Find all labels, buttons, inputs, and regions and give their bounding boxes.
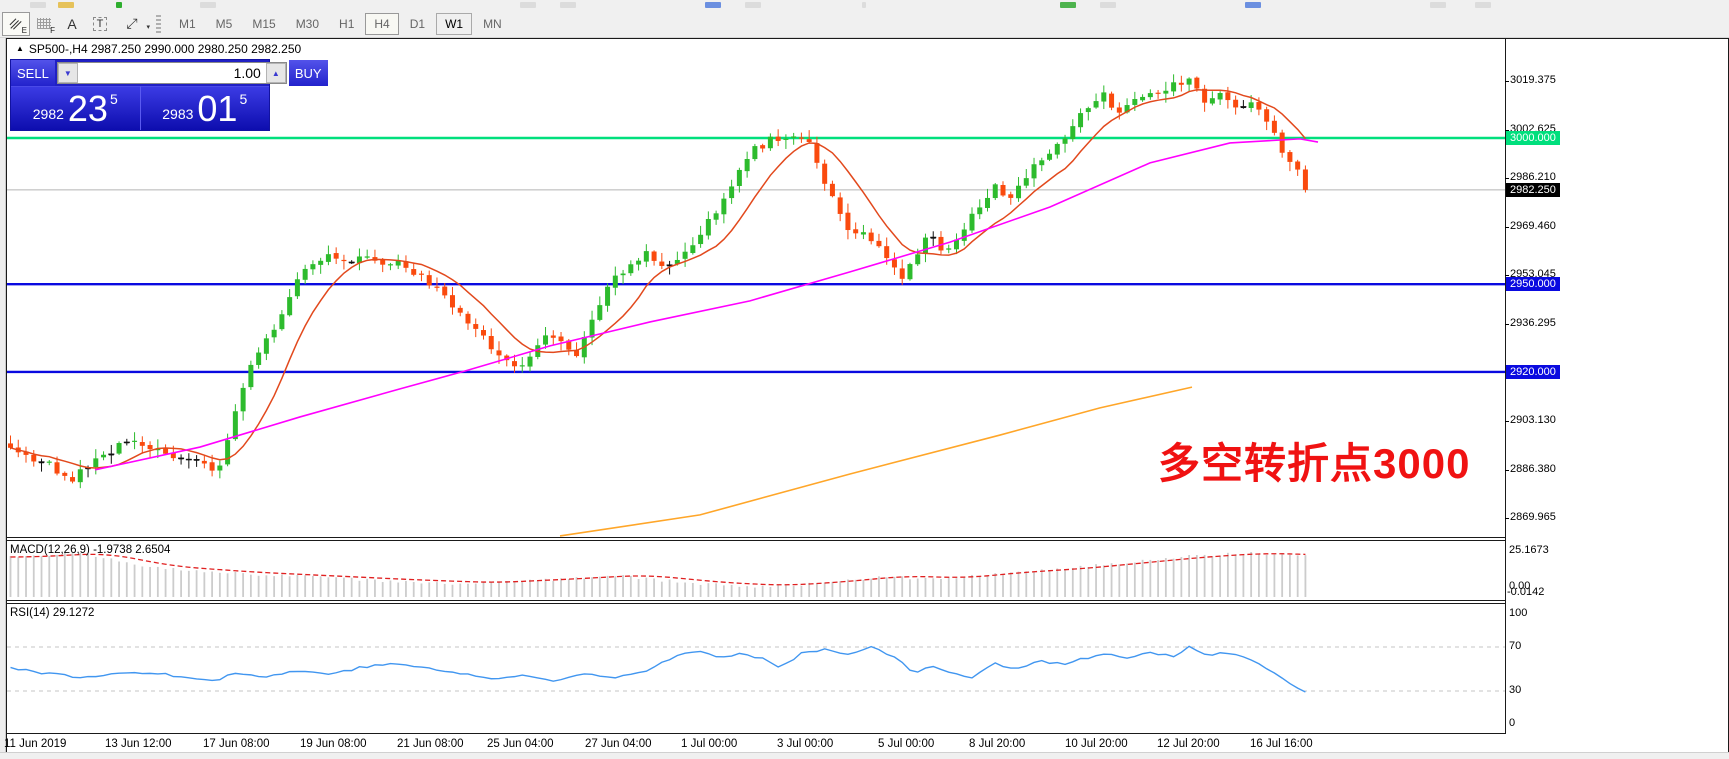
hatch-lines-icon	[9, 17, 22, 30]
price-axis-border	[1505, 38, 1506, 734]
chart-annotation: 多空转折点3000	[1158, 440, 1471, 487]
chart-header-text: SP500-,H4 2987.250 2990.000 2980.250 298…	[28, 42, 302, 56]
timeframe-m15[interactable]: M15	[243, 13, 284, 35]
time-axis-label: 3 Jul 00:00	[777, 738, 834, 750]
time-axis-label: 11 Jun 2019	[4, 738, 67, 750]
toolbar-grip	[156, 14, 161, 33]
sell-button[interactable]: SELL	[11, 60, 55, 86]
timeframe-m1[interactable]: M1	[170, 13, 205, 35]
time-axis-label: 12 Jul 20:00	[1157, 738, 1220, 750]
toolbar-fragment	[116, 2, 122, 8]
timeframe-m5[interactable]: M5	[207, 13, 242, 35]
timeframe-d1[interactable]: D1	[401, 13, 434, 35]
sell-price-panel[interactable]: 2982 23 5	[11, 86, 141, 130]
toolbar-fragment	[1060, 2, 1076, 8]
toolbar-fragment	[58, 2, 74, 8]
macd-indicator-label: MACD(12,26,9) -1.9738 2.6504	[10, 544, 171, 556]
timeframe-group: M1 M5 M15 M30 H1 H4 D1 W1 MN	[169, 12, 512, 35]
buy-button[interactable]: BUY	[288, 60, 328, 86]
time-axis-label: 21 Jun 08:00	[397, 738, 464, 750]
letter-t-boxed-icon: T	[92, 16, 108, 31]
status-strip	[0, 752, 1729, 759]
letter-a-icon: A	[67, 15, 77, 32]
toolbar-fragment	[1100, 2, 1116, 8]
text-box-button[interactable]: T	[86, 12, 114, 36]
one-click-trading-widget: SELL ▼ ▲ BUY 2982 23 5 2983 01 5	[10, 59, 328, 131]
style-sub-label: E	[21, 25, 27, 35]
time-axis-label: 17 Jun 08:00	[203, 738, 270, 750]
volume-down-button[interactable]: ▼	[57, 63, 78, 83]
toolbar-fragment	[705, 2, 721, 8]
time-axis-label: 8 Jul 20:00	[969, 738, 1026, 750]
time-axis-label: 16 Jul 16:00	[1250, 738, 1313, 750]
time-axis-label: 1 Jul 00:00	[681, 738, 738, 750]
toolbar-fragment	[1245, 2, 1261, 8]
volume-input[interactable]	[77, 63, 266, 83]
timeframe-h4[interactable]: H4	[365, 12, 399, 35]
volume-spinner: ▼ ▲	[56, 62, 287, 84]
chart-style-button[interactable]: E	[2, 11, 30, 36]
toolbar-fragment	[1430, 2, 1446, 8]
grid-button[interactable]: F	[30, 12, 58, 36]
text-label-button[interactable]: A	[58, 12, 86, 36]
time-axis: 11 Jun 2019 13 Jun 12:00 17 Jun 08:00 19 Ju…	[0, 734, 1729, 752]
toolbar-fragment	[560, 2, 576, 8]
timeframe-m30[interactable]: M30	[287, 13, 328, 35]
time-axis-label: 5 Jul 00:00	[878, 738, 935, 750]
time-axis-label: 13 Jun 12:00	[105, 738, 172, 750]
toolbar-fragment	[862, 2, 866, 8]
time-axis-label: 19 Jun 08:00	[300, 738, 367, 750]
time-axis-label: 27 Jun 04:00	[585, 738, 652, 750]
toolbar-fragment	[1475, 2, 1491, 8]
timeframe-h1[interactable]: H1	[330, 13, 363, 35]
diagonal-arrows-icon: ⤢	[126, 15, 138, 31]
dropdown-caret-icon: ▾	[146, 23, 150, 31]
sell-price-small: 2982	[32, 106, 64, 122]
timeframe-mn[interactable]: MN	[474, 13, 511, 35]
sell-price-sup: 5	[109, 91, 118, 107]
toolbar-fragment	[520, 2, 536, 8]
buy-price-small: 2983	[162, 106, 194, 122]
toolbar-fragment	[30, 2, 46, 8]
time-axis-label: 25 Jun 04:00	[487, 738, 554, 750]
rsi-indicator-label: RSI(14) 29.1272	[10, 607, 95, 619]
left-gutter	[0, 38, 6, 754]
buy-price-big: 01	[197, 87, 238, 129]
buy-price-panel[interactable]: 2983 01 5	[140, 86, 269, 130]
chart-header: ▲ SP500-,H4 2987.250 2990.000 2980.250 29…	[16, 42, 301, 56]
panel-separator[interactable]	[7, 540, 1505, 541]
main-toolbar: E F A T ⤢ ▾ M1 M5 M15 M30 H1 H4 D1 W1 MN	[0, 10, 1729, 38]
panel-separator	[7, 733, 1505, 734]
trade-price-row: 2982 23 5 2983 01 5	[11, 86, 269, 130]
panel-separator[interactable]	[7, 603, 1505, 604]
timeframe-w1[interactable]: W1	[436, 12, 473, 35]
toolbar-fragment	[745, 2, 761, 8]
chart-window	[6, 38, 1729, 754]
toolbar-fragment	[200, 2, 216, 8]
grid-icon	[37, 18, 51, 29]
objects-arrows-button[interactable]: ⤢ ▾	[114, 12, 150, 36]
sell-price-big: 23	[67, 87, 108, 129]
grid-sub-label: F	[50, 25, 55, 35]
collapse-triangle-icon[interactable]: ▲	[16, 44, 24, 53]
panel-separator[interactable]	[7, 537, 1505, 538]
trade-top-row: SELL ▼ ▲ BUY	[11, 60, 328, 86]
buy-price-sup: 5	[239, 91, 248, 107]
panel-separator[interactable]	[7, 600, 1505, 601]
time-axis-label: 10 Jul 20:00	[1065, 738, 1128, 750]
volume-up-button[interactable]: ▲	[265, 63, 286, 83]
